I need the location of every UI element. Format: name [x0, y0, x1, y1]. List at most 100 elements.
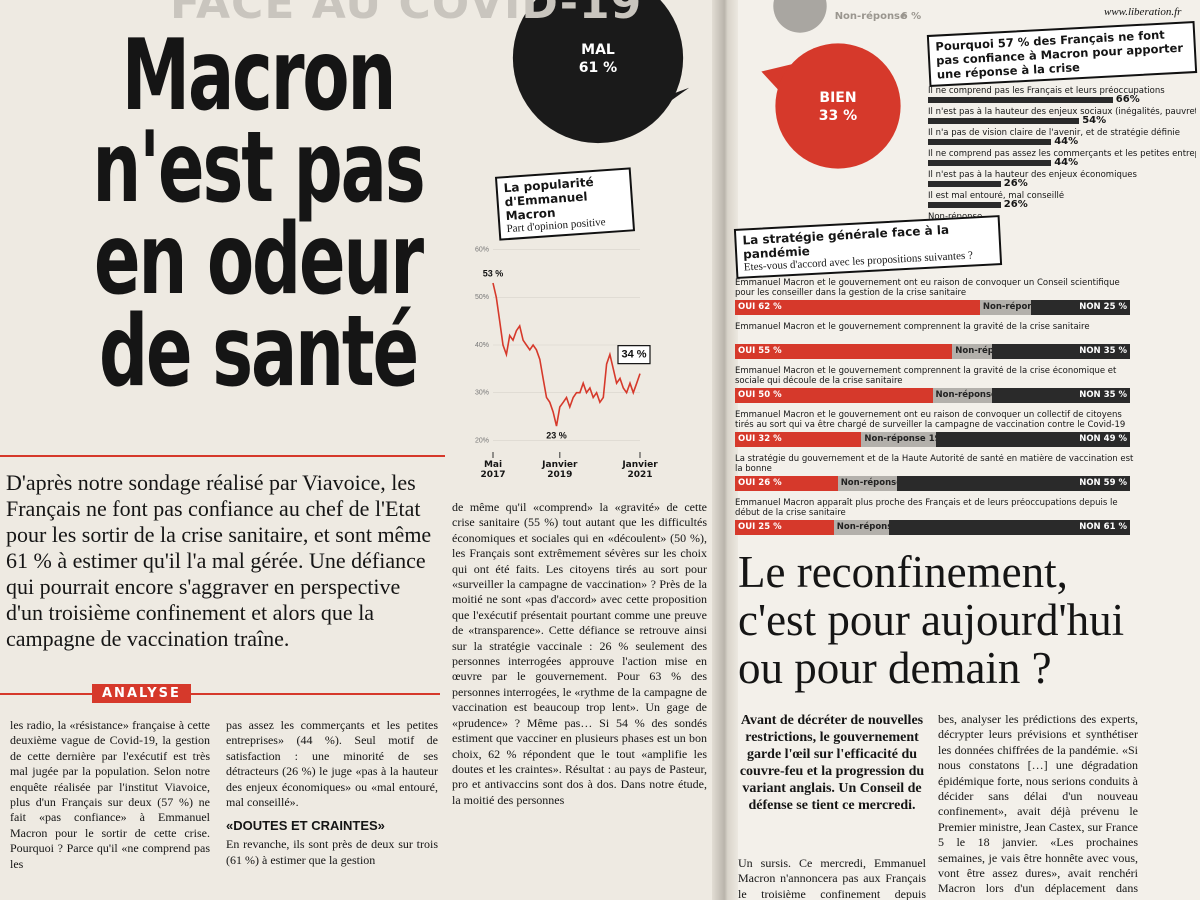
headline: Macron n'est pas en odeur de santé: [48, 19, 648, 401]
bar-label: Il ne comprend pas assez les commerçants…: [928, 149, 1196, 159]
bar-rows: Emmanuel Macron et le gouvernement ont e…: [735, 278, 1135, 542]
segment-value: 35 %: [1103, 346, 1127, 356]
bar-segment: Non-réponse14 %: [833, 520, 890, 535]
body-column: bes, analyser les prédictions des expert…: [938, 712, 1138, 900]
segment-name: OUI: [738, 390, 756, 400]
subhead: «DOUTES ET CRAINTES»: [226, 818, 385, 834]
bar-row: Il est mal entouré, mal conseillé 26%: [928, 191, 1196, 212]
reasons-chart: Pourquoi 57 % des Français ne font pas c…: [926, 21, 1198, 231]
spine: [712, 0, 738, 900]
bar-row: Il n'a pas de vision claire de l'avenir,…: [928, 128, 1196, 149]
bar-segment: Non-réponse15 %: [932, 388, 992, 403]
bubble: [775, 43, 901, 169]
body-text: En revanche, ils sont près de deux sur t…: [226, 837, 438, 867]
bar-segment: OUI 32 %: [735, 432, 862, 447]
question: Emmanuel Macron et le gouvernement compr…: [735, 366, 1117, 386]
bar-row: Emmanuel Macron et le gouvernement compr…: [735, 366, 1135, 410]
y-tick-label: 50%: [475, 294, 489, 301]
bar-row: Emmanuel Macron et le gouvernement ont e…: [735, 278, 1135, 322]
deck: Avant de décréter de nouvelles restricti…: [739, 713, 925, 813]
headline-line: Macron: [121, 19, 397, 133]
segment-name: NON: [1079, 522, 1101, 532]
headline-line: n'est pas: [92, 111, 425, 225]
bar-rows: Il ne comprend pas les Français et leurs…: [928, 86, 1196, 233]
bar: [928, 181, 1001, 187]
headline-line: c'est pour aujourd'hui: [738, 595, 1125, 645]
segment-value: 49 %: [1103, 434, 1127, 444]
rule: [0, 693, 440, 695]
bar-row: La stratégie du gouvernement et de la Ha…: [735, 454, 1135, 498]
segment-name: OUI: [738, 302, 756, 312]
annotation: 34 %: [621, 349, 646, 361]
x-tick-label: Mai 2017: [480, 460, 506, 480]
bar-row: Emmanuel Macron et le gouvernement ont e…: [735, 410, 1135, 454]
strategy-chart: La stratégie générale face à la pandémie…: [733, 215, 1135, 542]
bar-segment: OUI 62 %: [735, 300, 980, 315]
annotation: 53 %: [483, 268, 504, 278]
bar-segment: OUI 25 %: [735, 520, 834, 535]
x-tick-label: Janvier 2021: [622, 460, 658, 480]
segment-name: Non-réponse: [955, 346, 992, 356]
headline-line: ou pour demain ?: [738, 643, 1052, 693]
bubble-value: 6 %: [901, 11, 921, 22]
segment-name: NON: [1079, 346, 1101, 356]
y-tick-label: 60%: [475, 246, 489, 253]
bar-segment: OUI 55 %: [735, 344, 953, 359]
headline-line: en odeur: [94, 203, 424, 317]
bar-label: Il ne comprend pas les Français et leurs…: [928, 86, 1165, 96]
bar-row: Il n'est pas à la hauteur des enjeux éco…: [928, 170, 1196, 191]
segment-name: OUI: [738, 478, 756, 488]
segment-name: Non-réponse: [840, 478, 897, 488]
bar: [928, 202, 1001, 208]
y-tick-label: 20%: [475, 437, 489, 444]
segment-value: 62 %: [758, 302, 782, 312]
segment-name: OUI: [738, 346, 756, 356]
segment-name: Non-réponse: [982, 302, 1032, 312]
line-plot: 20% 30% 40% 50% 60% 53 % 23 % 34 %: [475, 246, 651, 458]
segment-value: 32 %: [758, 434, 782, 444]
bar-label: Il est mal entouré, mal conseillé: [928, 191, 1065, 201]
bar: [928, 139, 1052, 145]
segment-value: 61 %: [1103, 522, 1127, 532]
popularity-line: [492, 282, 641, 427]
segment-name: OUI: [738, 434, 756, 444]
y-tick-label: 30%: [475, 390, 489, 397]
segment-value: 19 %: [928, 434, 937, 444]
bar-row: Il n'est pas à la hauteur des enjeux soc…: [928, 107, 1196, 128]
kicker: FACE AU COVID-19: [170, 0, 643, 29]
site: www.liberation.fr: [1104, 6, 1182, 18]
bar-segment: OUI 26 %: [735, 476, 838, 491]
bubble-label: MAL: [581, 42, 615, 58]
bar-segment: NON 35 %: [991, 388, 1130, 403]
segment-value: 55 %: [758, 346, 782, 356]
bar-label: Il n'est pas à la hauteur des enjeux éco…: [928, 170, 1137, 180]
question: Emmanuel Macron et le gouvernement ont e…: [735, 410, 1126, 430]
bar-value: 66%: [1115, 94, 1140, 105]
bar-segment: OUI 50 %: [735, 388, 933, 403]
bar-segment: NON 35 %: [991, 344, 1130, 359]
segment-name: NON: [1079, 434, 1101, 444]
bar-row: Emmanuel Macron et le gouvernement compr…: [735, 322, 1135, 366]
annotation: 23 %: [546, 431, 567, 441]
bar-row: Il ne comprend pas les Français et leurs…: [928, 86, 1196, 107]
body-column: de même qu'il «comprend» la «gravité» de…: [452, 500, 707, 807]
rule: [0, 455, 445, 457]
bar-row: Il ne comprend pas assez les commerçants…: [928, 149, 1196, 170]
question: La stratégie du gouvernement et de la Ha…: [735, 454, 1134, 474]
bar-segment: Non-réponse13 %: [979, 300, 1032, 315]
bar-segment: NON 59 %: [896, 476, 1130, 491]
body-text: pas assez les commerçants et les petites…: [226, 718, 438, 810]
bar: [928, 97, 1113, 103]
segment-name: NON: [1079, 390, 1101, 400]
bubble: [512, 0, 684, 144]
segment-name: NON: [1079, 302, 1101, 312]
bubble-label: Non-réponse: [835, 10, 907, 22]
bar-segment: NON 61 %: [889, 520, 1130, 535]
